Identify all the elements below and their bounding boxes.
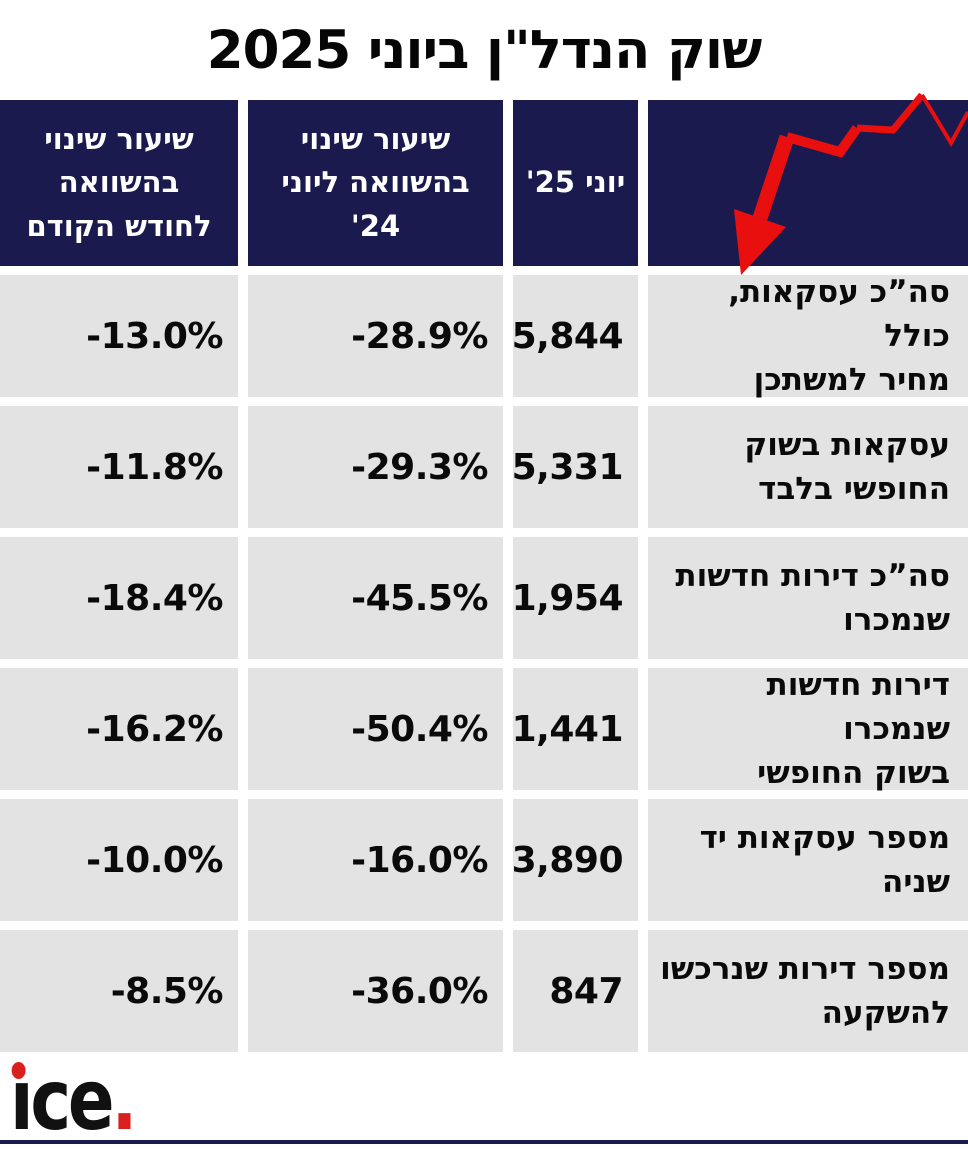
cell-value-jun25: 5,331 — [512, 406, 638, 528]
header-cell-jun25: יוני 25' — [513, 100, 638, 266]
cell-change-yoy: -36.0% — [248, 930, 503, 1052]
cell-change-yoy: -28.9% — [248, 275, 503, 397]
logo-i-stem: ı — [10, 1051, 34, 1149]
bottom-border-line — [0, 1140, 968, 1144]
logo-period: . — [111, 1051, 137, 1149]
logo-letter-i: ı — [10, 1058, 34, 1142]
cell-value-jun25: 847 — [513, 930, 638, 1052]
row-label: עסקאות בשוק החופשי בלבד — [648, 406, 968, 528]
logo-red-dot-icon — [11, 1062, 26, 1079]
title-bar: שוק הנדל"ן ביוני 2025 — [0, 0, 968, 100]
cell-change-mom: -16.2% — [0, 668, 238, 790]
cell-value-jun25: 1,954 — [512, 537, 638, 659]
cell-change-yoy: -50.4% — [248, 668, 503, 790]
header-cell-category — [648, 92, 968, 275]
cell-change-yoy: -16.0% — [248, 799, 503, 921]
row-label: סה”כ דירות חדשות שנמכרו — [648, 537, 968, 659]
header-cell-yoy-change: שיעור שינוי בהשוואה ליוני 24' — [248, 100, 503, 266]
declining-trend-arrow-icon — [734, 92, 968, 275]
header-cell-mom-change: שיעור שינוי בהשוואה לחודש הקודם — [0, 100, 238, 266]
row-label: דירות חדשות שנמכרו בשוק החופשי — [648, 667, 968, 791]
cell-value-jun25: 1,441 — [512, 668, 638, 790]
row-label: סה”כ עסקאות, כולל מחיר למשתכן — [648, 274, 968, 398]
row-label: מספר עסקאות יד שניה — [648, 799, 968, 921]
cell-change-yoy: -29.3% — [248, 406, 503, 528]
cell-change-mom: -13.0% — [0, 275, 238, 397]
cell-change-mom: -10.0% — [0, 799, 238, 921]
cell-change-mom: -8.5% — [0, 930, 238, 1052]
cell-change-yoy: -45.5% — [248, 537, 503, 659]
cell-change-mom: -18.4% — [0, 537, 238, 659]
ice-logo: ıce. — [10, 1058, 137, 1142]
cell-value-jun25: 3,890 — [512, 799, 638, 921]
cell-change-mom: -11.8% — [0, 406, 238, 528]
cell-value-jun25: 5,844 — [512, 275, 638, 397]
real-estate-table: יוני 25' שיעור שינוי בהשוואה ליוני 24' ש… — [0, 92, 968, 1052]
page-title: שוק הנדל"ן ביוני 2025 — [206, 19, 762, 81]
row-label: מספר דירות שנרכשו להשקעה — [648, 930, 968, 1052]
logo-letters-ce: ce — [30, 1051, 114, 1149]
